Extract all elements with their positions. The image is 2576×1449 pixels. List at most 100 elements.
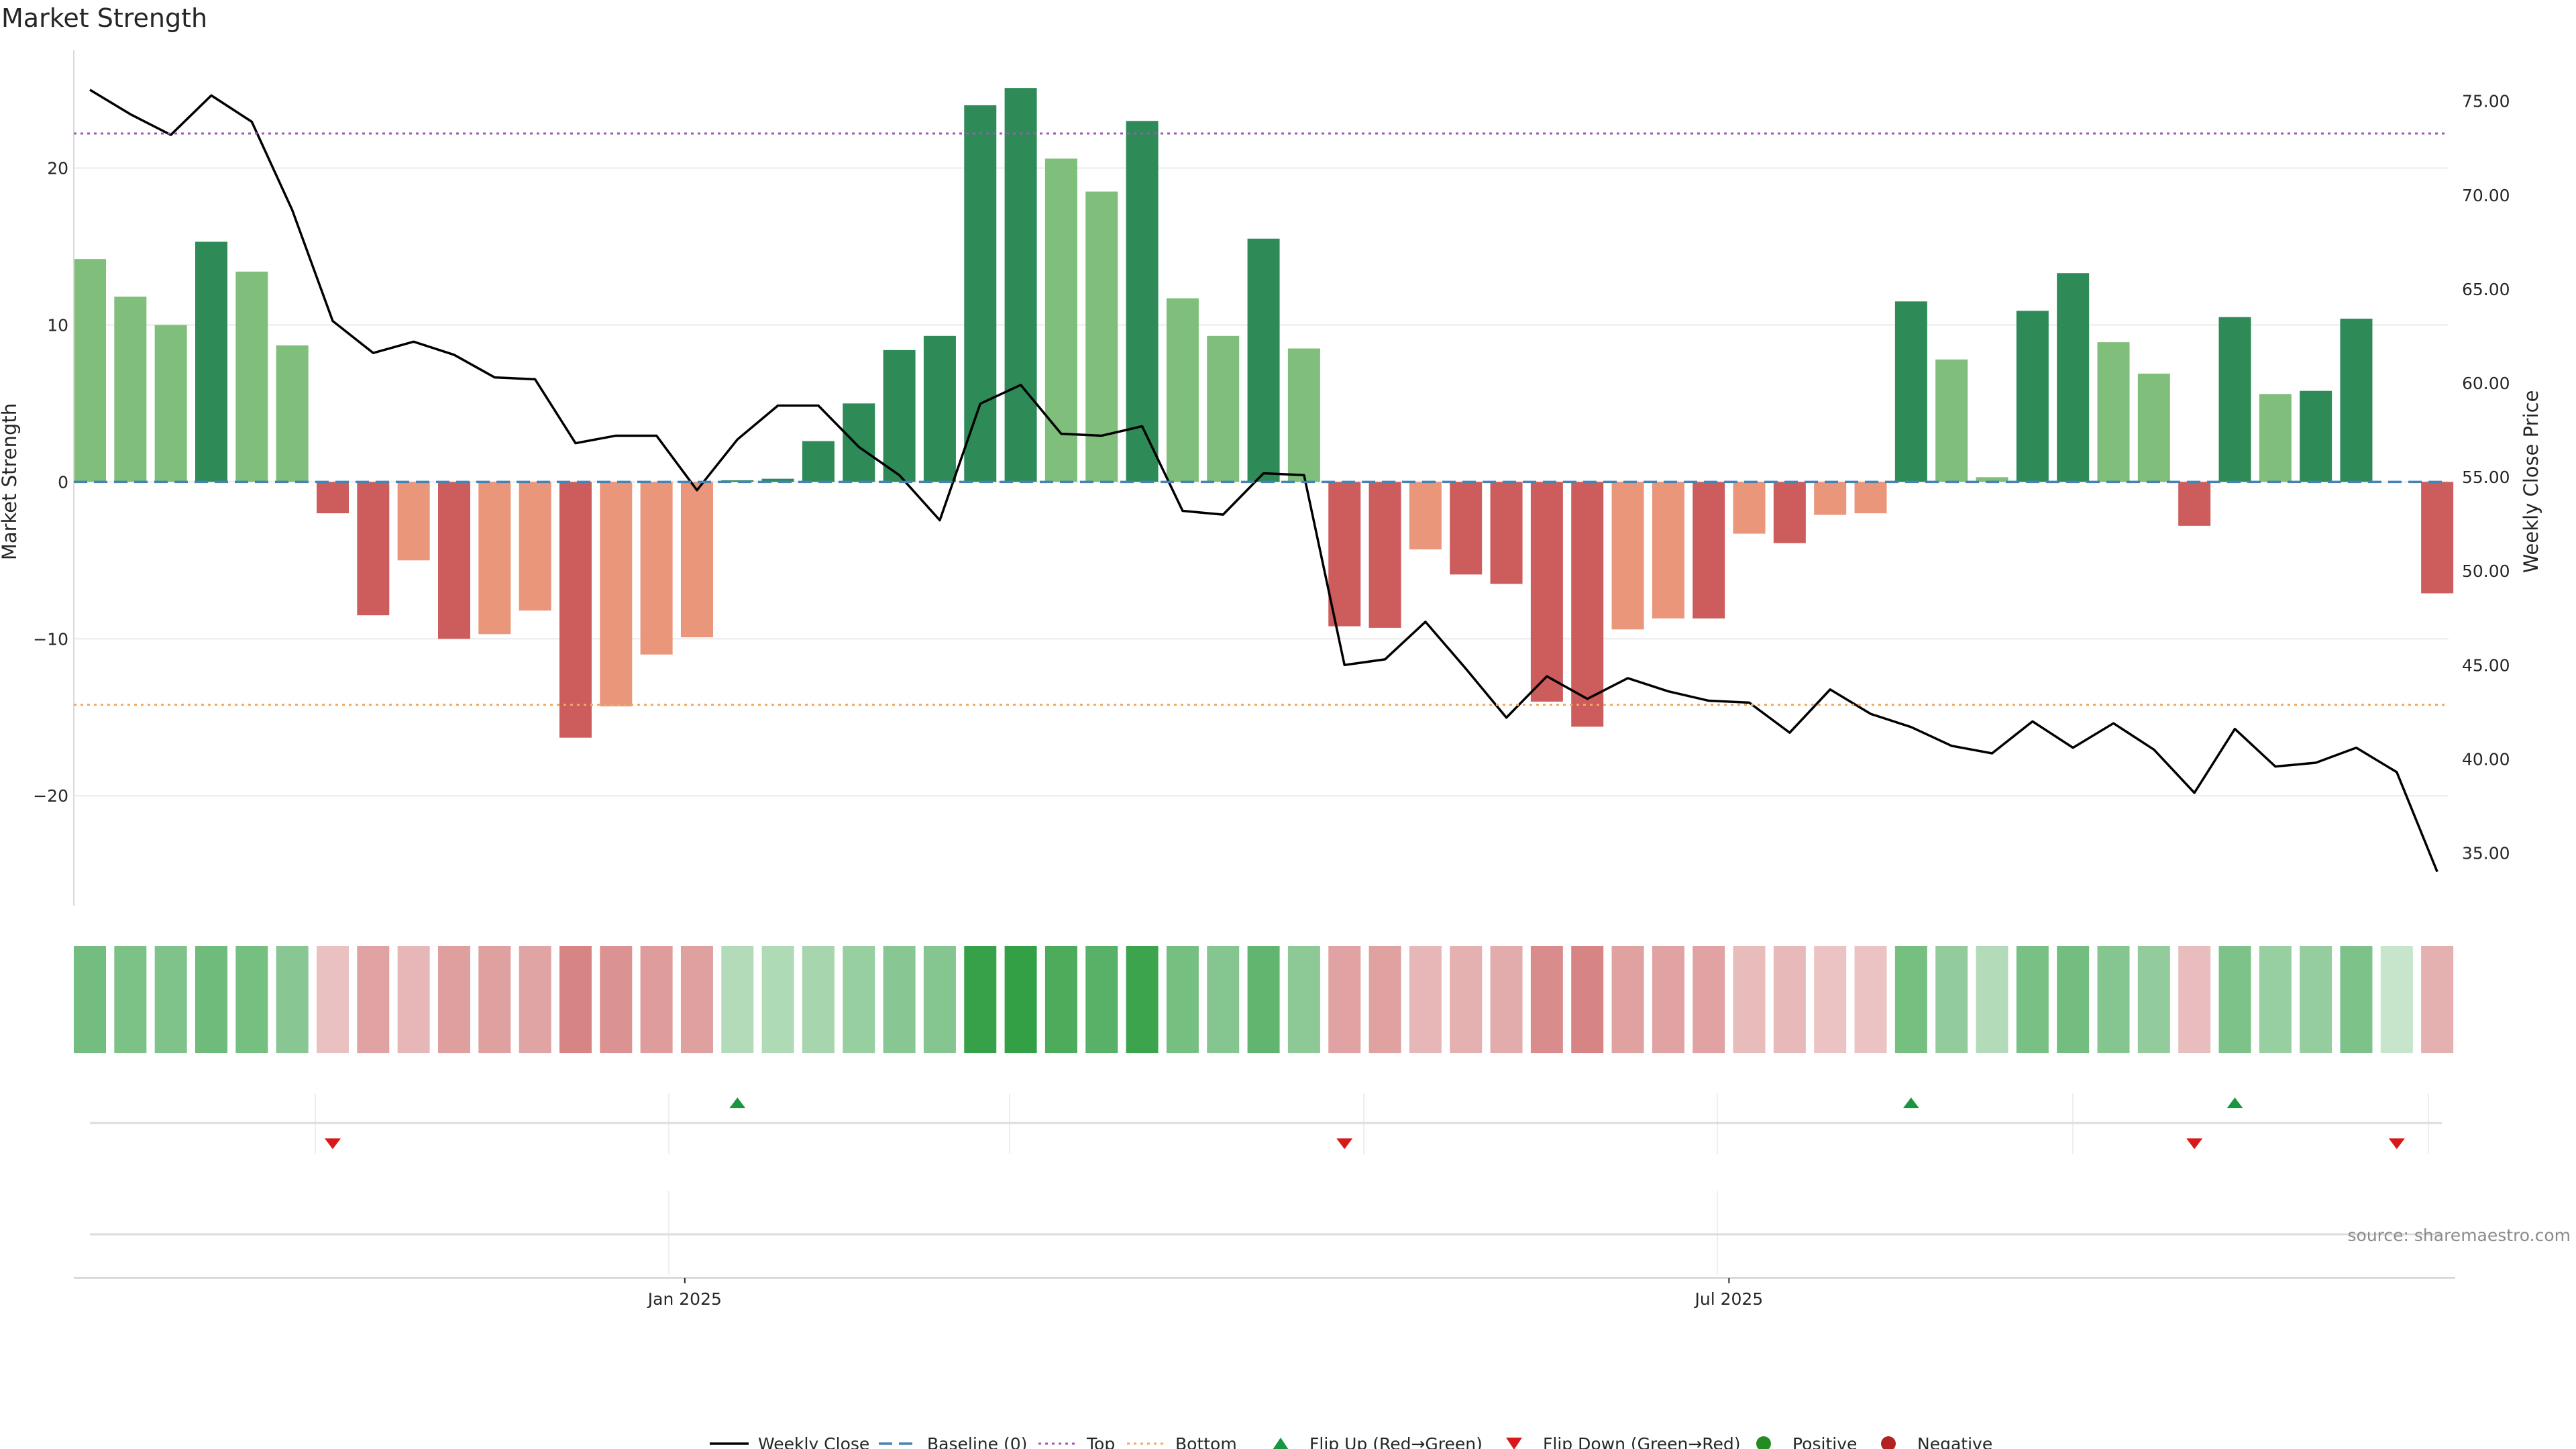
y-tick-label: 20 <box>47 158 68 178</box>
strip-cell <box>1854 946 1887 1053</box>
strip-cell <box>195 946 227 1053</box>
strip-cell <box>2016 946 2049 1053</box>
strength-bar <box>1328 482 1361 627</box>
strip-cell <box>478 946 511 1053</box>
strength-bar <box>883 350 916 482</box>
strength-bar <box>74 259 106 482</box>
strength-bar <box>964 105 997 482</box>
strength-bar <box>2178 482 2211 526</box>
strength-bar <box>1085 191 1118 482</box>
strip-cell <box>883 946 916 1053</box>
strength-bar <box>478 482 511 635</box>
y2-tick-label: 40.00 <box>2462 749 2510 769</box>
strength-bar <box>1207 335 1240 482</box>
legend-item: Baseline (0) <box>879 1434 1027 1449</box>
y2-tick-label: 45.00 <box>2462 655 2510 675</box>
strength-bar <box>154 325 187 482</box>
strip-cell <box>2218 946 2251 1053</box>
legend-swatch-flip-up <box>1273 1438 1289 1449</box>
y2-tick-label: 70.00 <box>2462 186 2510 205</box>
strip-cell <box>1733 946 1766 1053</box>
y2-tick-label: 55.00 <box>2462 468 2510 487</box>
strength-bar <box>2057 273 2090 482</box>
legend-item: Flip Down (Green→Red) <box>1506 1434 1741 1449</box>
strength-bar <box>1450 482 1483 575</box>
strip-cell <box>680 946 713 1053</box>
reference-lines <box>74 132 2449 706</box>
intensity-strip <box>74 946 2454 1053</box>
strength-bar <box>1854 482 1887 514</box>
strip-cell <box>2421 946 2454 1053</box>
strip-cell <box>1044 946 1077 1053</box>
strength-bar <box>1490 482 1523 584</box>
strength-bar <box>1247 238 1280 482</box>
strip-cell <box>1126 946 1159 1053</box>
y-tick-label: 0 <box>58 472 68 492</box>
x-tick-label: Jan 2025 <box>647 1289 722 1309</box>
strip-cell <box>1894 946 1927 1053</box>
strength-bar <box>235 271 268 482</box>
legend: Weekly Close Baseline (0) Top Bottom Flip Up… <box>710 1434 1992 1449</box>
strip-cell <box>1004 946 1037 1053</box>
legend-item: Positive <box>1756 1434 1857 1449</box>
strip-cell <box>923 946 956 1053</box>
strength-bar <box>2300 390 2332 482</box>
strip-cell <box>2137 946 2170 1053</box>
strip-cell <box>1409 946 1442 1053</box>
legend-item: Bottom <box>1127 1434 1237 1449</box>
strip-cell <box>1207 946 1240 1053</box>
strength-bar <box>2259 394 2292 482</box>
strip-cell <box>1652 946 1684 1053</box>
strip-cell <box>1976 946 2008 1053</box>
strength-bar <box>316 482 349 514</box>
strength-bar <box>397 482 430 561</box>
strength-bar <box>843 403 875 482</box>
strength-bar <box>1773 482 1806 543</box>
strip-cell <box>1490 946 1523 1053</box>
strength-bar <box>1166 298 1199 482</box>
strip-cell <box>802 946 835 1053</box>
strip-cell <box>2057 946 2090 1053</box>
bottom-panel: Jan 2025 Jul 2025 <box>74 1191 2455 1309</box>
strength-bars <box>74 88 2454 738</box>
strip-cell <box>1611 946 1644 1053</box>
strip-cell <box>437 946 470 1053</box>
strength-bar <box>923 335 956 482</box>
strength-bar <box>2421 482 2454 594</box>
strength-bar <box>195 241 227 482</box>
strength-bar <box>559 482 592 738</box>
flip-down-marker <box>324 1138 341 1149</box>
strip-cell <box>316 946 349 1053</box>
strength-bar <box>519 482 551 611</box>
strip-cell <box>1450 946 1483 1053</box>
flip-down-marker <box>2186 1138 2203 1149</box>
y2-tick-label: 65.00 <box>2462 280 2510 299</box>
strength-bar <box>802 441 835 482</box>
strength-bar <box>721 480 754 482</box>
legend-label: Top <box>1086 1434 1115 1449</box>
strength-bar <box>1894 301 1927 482</box>
strength-bar <box>761 478 794 482</box>
strength-bar <box>2016 311 2049 482</box>
strip-cell <box>276 946 309 1053</box>
strip-cell <box>1530 946 1563 1053</box>
strip-cell <box>1693 946 1725 1053</box>
strength-bar <box>1611 482 1644 630</box>
chart-title: Market Strength <box>1 3 207 33</box>
flip-down-marker <box>1336 1138 1353 1149</box>
strip-cell <box>2097 946 2130 1053</box>
y2-tick-label: 50.00 <box>2462 561 2510 581</box>
strip-cell <box>114 946 147 1053</box>
axes: 20 10 0 −10 −20 75.00 70.00 65.00 60.00 55.00 50.0… <box>33 50 2510 906</box>
strength-bar <box>600 482 633 706</box>
x-tick-label: Jul 2025 <box>1693 1289 1763 1309</box>
strip-cell <box>2340 946 2373 1053</box>
y-tick-label: −10 <box>33 629 68 649</box>
y2-tick-label: 60.00 <box>2462 374 2510 393</box>
strip-cell <box>2300 946 2332 1053</box>
flip-up-marker <box>2226 1097 2243 1108</box>
strip-cell <box>74 946 106 1053</box>
legend-swatch-negative <box>1881 1436 1896 1449</box>
strength-bar <box>1530 482 1563 702</box>
